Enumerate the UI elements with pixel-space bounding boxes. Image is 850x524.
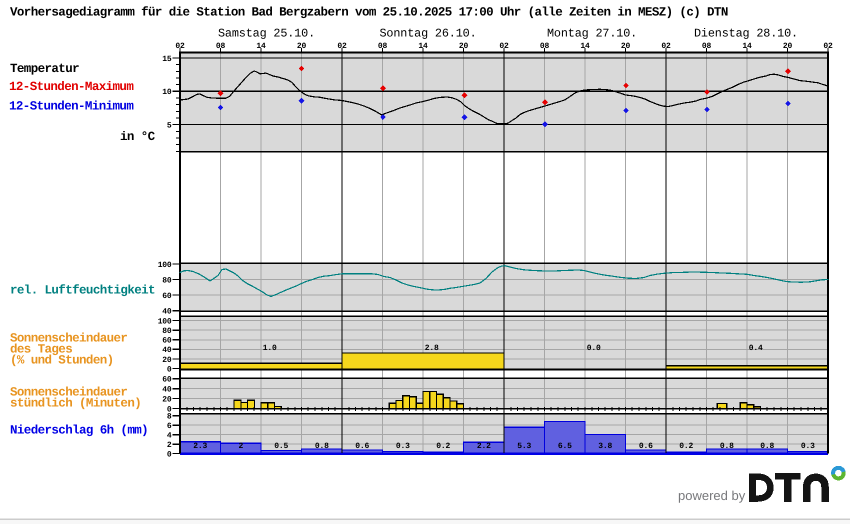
svg-text:14: 14 <box>256 42 266 51</box>
svg-text:08: 08 <box>702 42 712 51</box>
svg-text:60: 60 <box>162 292 172 301</box>
svg-text:20: 20 <box>783 42 793 51</box>
svg-text:02: 02 <box>337 42 347 51</box>
svg-text:2.2: 2.2 <box>477 442 491 451</box>
svg-text:0.2: 0.2 <box>436 442 450 451</box>
svg-text:(% und Stunden): (% und Stunden) <box>10 353 114 367</box>
svg-text:5: 5 <box>167 121 172 130</box>
svg-text:20: 20 <box>621 42 631 51</box>
svg-text:60: 60 <box>162 337 172 346</box>
svg-text:4: 4 <box>167 432 172 441</box>
svg-text:20: 20 <box>162 356 172 365</box>
svg-text:20: 20 <box>459 42 469 51</box>
svg-text:0.6: 0.6 <box>639 442 653 451</box>
svg-text:08: 08 <box>378 42 388 51</box>
svg-text:14: 14 <box>580 42 590 51</box>
svg-text:Sonnenscheindauer: Sonnenscheindauer <box>10 385 127 399</box>
svg-text:40: 40 <box>162 346 172 355</box>
svg-text:Sonnenscheindauer: Sonnenscheindauer <box>10 331 127 345</box>
svg-text:des Tages: des Tages <box>10 342 72 356</box>
svg-text:02: 02 <box>499 42 509 51</box>
svg-text:20: 20 <box>297 42 307 51</box>
svg-text:6: 6 <box>167 422 172 431</box>
svg-text:40: 40 <box>162 308 172 317</box>
svg-text:0.0: 0.0 <box>587 344 601 353</box>
svg-text:Vorhersagediagramm für die Sta: Vorhersagediagramm für die Station Bad B… <box>10 5 728 19</box>
svg-text:Temperatur: Temperatur <box>10 62 79 76</box>
svg-text:1.0: 1.0 <box>263 344 277 353</box>
svg-text:2.8: 2.8 <box>425 344 439 353</box>
svg-text:20: 20 <box>162 395 172 404</box>
svg-text:0.3: 0.3 <box>396 442 410 451</box>
svg-text:0.8: 0.8 <box>720 442 734 451</box>
svg-text:02: 02 <box>823 42 833 51</box>
svg-text:2.3: 2.3 <box>193 442 207 451</box>
svg-text:15: 15 <box>162 55 172 64</box>
svg-text:Niederschlag 6h (mm): Niederschlag 6h (mm) <box>10 424 148 438</box>
svg-text:5.3: 5.3 <box>517 442 531 451</box>
svg-text:Dienstag 28.10.: Dienstag 28.10. <box>694 26 798 40</box>
svg-text:0.3: 0.3 <box>801 442 815 451</box>
svg-text:0.5: 0.5 <box>274 442 288 451</box>
svg-text:6.5: 6.5 <box>558 442 572 451</box>
svg-text:100: 100 <box>158 261 172 270</box>
svg-text:0: 0 <box>167 405 172 414</box>
svg-text:Samstag 25.10.: Samstag 25.10. <box>218 26 315 40</box>
svg-text:in °C: in °C <box>120 130 156 144</box>
svg-text:10: 10 <box>162 88 172 97</box>
svg-text:0.4: 0.4 <box>749 344 763 353</box>
svg-text:0.8: 0.8 <box>315 442 329 451</box>
svg-text:0.8: 0.8 <box>760 442 774 451</box>
svg-text:stündlich (Minuten): stündlich (Minuten) <box>10 396 141 410</box>
svg-text:Montag 27.10.: Montag 27.10. <box>547 26 637 40</box>
svg-text:14: 14 <box>418 42 428 51</box>
svg-text:02: 02 <box>661 42 671 51</box>
svg-text:02: 02 <box>175 42 185 51</box>
svg-text:Sonntag 26.10.: Sonntag 26.10. <box>380 26 477 40</box>
svg-text:powered by: powered by <box>678 488 746 503</box>
svg-text:rel. Luftfeuchtigkeit: rel. Luftfeuchtigkeit <box>10 283 155 297</box>
svg-text:0: 0 <box>167 451 172 460</box>
svg-text:0.2: 0.2 <box>679 442 693 451</box>
svg-text:12-Stunden-Minimum: 12-Stunden-Minimum <box>9 100 134 114</box>
svg-text:14: 14 <box>742 42 752 51</box>
svg-text:2: 2 <box>167 441 172 450</box>
svg-text:80: 80 <box>162 276 172 285</box>
svg-text:100: 100 <box>158 318 172 327</box>
svg-text:0.6: 0.6 <box>355 442 369 451</box>
svg-text:8: 8 <box>167 413 172 422</box>
svg-text:80: 80 <box>162 327 172 336</box>
svg-text:08: 08 <box>540 42 550 51</box>
svg-text:3.8: 3.8 <box>598 442 612 451</box>
svg-text:40: 40 <box>162 386 172 395</box>
svg-text:12-Stunden-Maximum: 12-Stunden-Maximum <box>9 80 134 94</box>
svg-text:2: 2 <box>238 442 243 451</box>
svg-text:08: 08 <box>216 42 226 51</box>
svg-text:60: 60 <box>162 376 172 385</box>
svg-text:0: 0 <box>167 366 172 375</box>
